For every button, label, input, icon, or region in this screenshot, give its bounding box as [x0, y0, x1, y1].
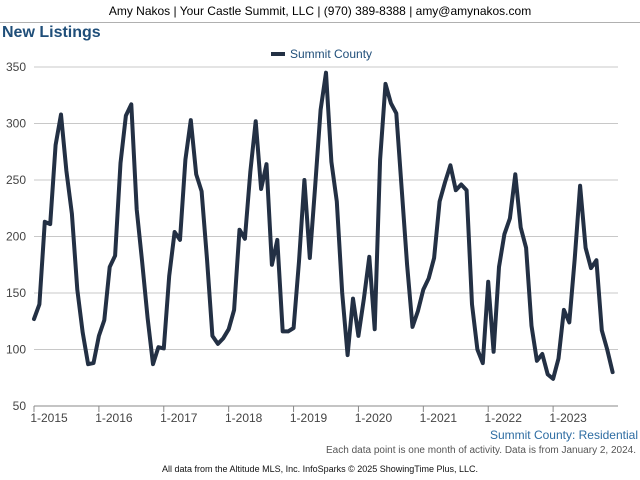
grid-lines [34, 66, 618, 407]
footer-source: All data from the Altitude MLS, Inc. Inf… [162, 464, 478, 474]
page-title: New Listings [2, 24, 101, 41]
legend-swatch [271, 52, 285, 56]
y-tick-label: 350 [6, 60, 26, 74]
x-axis: 1-2015 1-2016 1-2017 1-2018 1-2019 1-2020 1-20… [30, 405, 618, 425]
x-tick-label: 1-2019 [290, 411, 328, 425]
y-tick-label: 250 [6, 173, 26, 187]
chart-caption: Summit County: Residential [489, 428, 638, 442]
y-tick-label: 300 [6, 117, 26, 131]
series-line-summit-county [32, 70, 615, 381]
data-note: Each data point is one month of activity… [326, 445, 636, 456]
x-tick-label: 1-2016 [95, 411, 133, 425]
legend-label: Summit County [290, 47, 372, 61]
y-tick-label: 200 [6, 230, 26, 244]
x-tick-label: 1-2023 [549, 411, 587, 425]
header-contact-text: Amy Nakos | Your Castle Summit, LLC | (9… [108, 4, 532, 18]
x-tick-label: 1-2021 [420, 411, 458, 425]
y-tick-label: 50 [13, 399, 27, 413]
y-tick-label: 100 [6, 343, 26, 357]
x-tick-label: 1-2020 [355, 411, 393, 425]
y-axis: 50 100 150 200 250 300 350 [6, 60, 26, 413]
series-group [32, 70, 615, 381]
y-tick-label: 150 [6, 286, 26, 300]
header-bar: Amy Nakos | Your Castle Summit, LLC | (9… [0, 0, 640, 23]
x-tick-label: 1-2022 [485, 411, 523, 425]
legend: Summit County [271, 47, 372, 61]
x-tick-label: 1-2015 [30, 411, 68, 425]
x-tick-label: 1-2018 [225, 411, 263, 425]
x-tick-label: 1-2017 [160, 411, 198, 425]
